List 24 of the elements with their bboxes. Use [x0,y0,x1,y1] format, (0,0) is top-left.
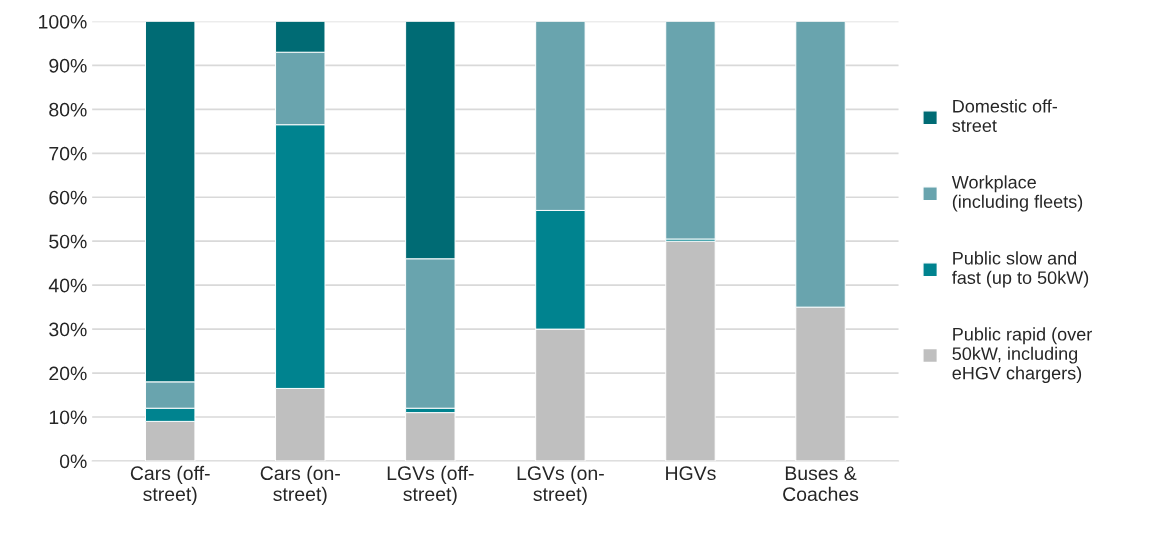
bar [405,412,456,461]
y-tick-label: 40% [48,278,87,293]
y-tick-label: 90% [49,58,87,73]
y-tick-label: 50% [49,234,87,249]
y-tick-label: 70% [49,146,87,161]
legend-label: Public slow and fast (up to 50kW) [952,251,1089,288]
legend-label: Domestic off- street [952,99,1057,133]
y-tick-label: 60% [49,190,87,205]
legend-label: Public rapid (over 50kW, including eHGV chargers) [952,327,1092,384]
y-tick-label: 30% [49,322,87,337]
y-tick-label: 80% [49,102,87,117]
bar [665,240,716,461]
x-tick-label: Buses & Coaches [783,466,859,502]
y-tick-label: 10% [49,410,87,425]
x-tick-label: Cars (off- street) [130,465,210,505]
x-tick-label: LGVs (off- street) [387,465,474,505]
y-tick-label: 0% [59,454,87,469]
x-tick-label: Cars (on- street) [260,465,340,505]
legend-label: Workplace (including fleets) [951,175,1083,212]
y-tick-label: 20% [49,366,87,381]
x-tick-label: LGVs (on- street) [517,465,604,505]
x-tick-label: HGVs [666,466,716,481]
bar [665,21,716,240]
y-tick-label: 100% [39,14,87,29]
